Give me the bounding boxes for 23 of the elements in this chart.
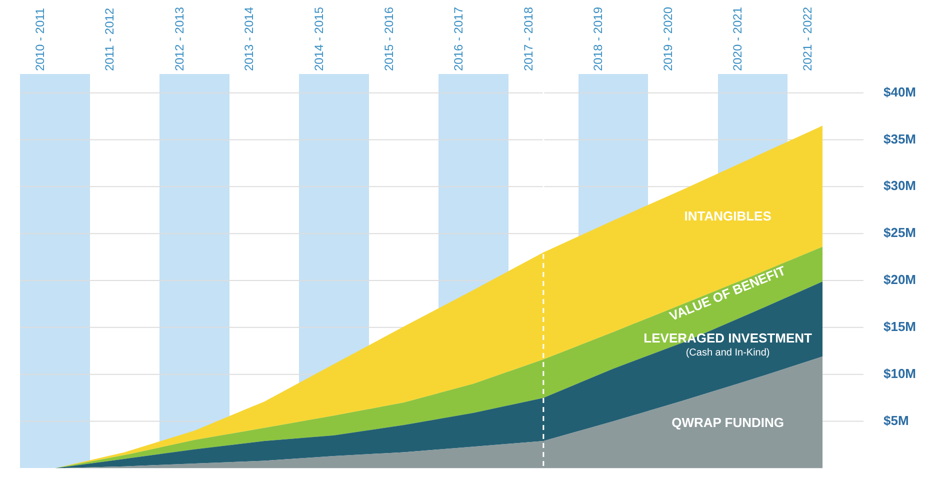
x-tick-label: 2010 - 2011 — [32, 8, 47, 72]
x-tick-label: 2014 - 2015 — [312, 6, 326, 72]
x-tick-label: 2013 - 2014 — [242, 6, 256, 72]
series-label: QWRAP FUNDING — [672, 415, 784, 430]
x-tick-label: 2016 - 2017 — [452, 6, 466, 72]
x-tick-label: 2011 - 2012 — [102, 8, 117, 72]
y-tick-label: $15M — [883, 319, 916, 334]
x-tick-label: 2017 - 2018 — [521, 6, 536, 72]
y-tick-label: $40M — [883, 84, 916, 100]
y-tick-label: $20M — [883, 272, 916, 288]
y-tick-label: $10M — [883, 366, 916, 381]
y-tick-label: $5M — [883, 412, 909, 428]
series-label: INTANGIBLES — [684, 208, 772, 224]
x-tick-label: 2015 - 2016 — [382, 6, 396, 72]
y-tick-label: $30M — [883, 178, 916, 194]
x-tick-label: 2018 - 2019 — [591, 6, 606, 72]
x-tick-label: 2020 - 2021 — [730, 6, 745, 72]
x-tick-label: 2012 - 2013 — [172, 6, 186, 72]
x-tick-label: 2019 - 2020 — [660, 6, 675, 72]
y-tick-label: $25M — [883, 225, 916, 240]
x-tick-label: 2021 - 2022 — [800, 6, 814, 72]
y-tick-label: $35M — [883, 131, 916, 146]
series-label: LEVERAGED INVESTMENT (Cash and In-Kind) — [644, 330, 812, 358]
